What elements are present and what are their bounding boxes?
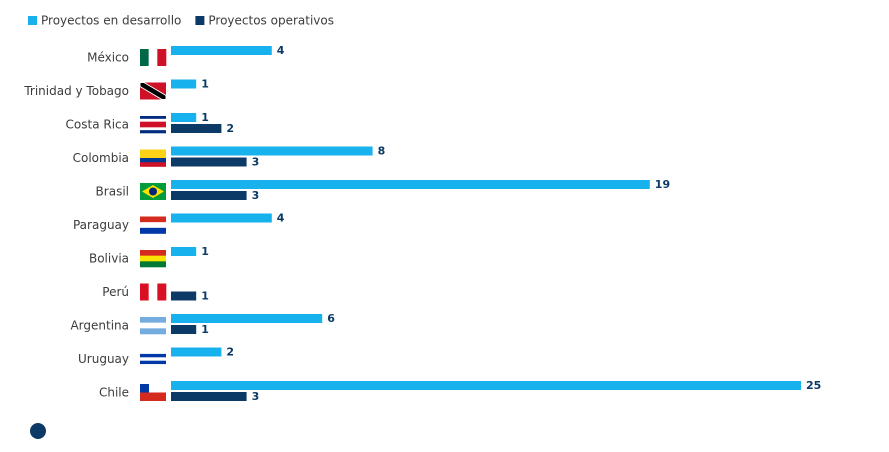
flag-part — [157, 49, 167, 66]
flag-part — [140, 360, 166, 365]
flag-part — [140, 353, 166, 358]
flag-part — [140, 121, 166, 125]
bar — [171, 381, 801, 390]
flag-part — [140, 357, 166, 361]
flag-part — [140, 127, 166, 131]
value-label: 1 — [201, 78, 209, 91]
flag-part — [140, 153, 166, 159]
category-label: México — [87, 51, 129, 65]
bar — [171, 314, 323, 323]
category-label: Colombia — [73, 151, 129, 165]
category-label: Perú — [102, 285, 129, 299]
bar — [171, 213, 272, 223]
value-label: 1 — [201, 245, 209, 258]
value-label: 3 — [252, 156, 260, 169]
bar — [171, 157, 247, 167]
bar — [171, 146, 373, 156]
value-label: 1 — [201, 111, 209, 124]
bar — [171, 180, 650, 189]
bar — [171, 347, 222, 357]
bar — [171, 325, 197, 334]
value-label: 2 — [226, 122, 234, 135]
flag-part — [140, 250, 166, 256]
bar — [171, 124, 222, 133]
category-label: Chile — [99, 386, 129, 400]
flag-part — [140, 222, 166, 229]
flag-part — [140, 216, 166, 223]
flag-part — [140, 392, 166, 401]
flag-part — [140, 350, 166, 355]
flag-part — [140, 384, 166, 393]
flag-part — [140, 364, 166, 368]
flag-part — [140, 158, 166, 163]
flag-part — [140, 130, 166, 134]
flag-part — [140, 328, 166, 335]
value-label: 3 — [252, 189, 260, 202]
flag-part — [140, 283, 149, 301]
flag-part — [149, 187, 157, 196]
flag-part — [140, 118, 166, 122]
value-label: 3 — [252, 390, 260, 403]
bar — [171, 191, 247, 200]
flag-part — [157, 283, 167, 301]
flag-part — [139, 82, 167, 100]
value-label: 8 — [378, 145, 386, 158]
value-label: 6 — [327, 312, 335, 325]
bar — [171, 392, 247, 401]
legend-swatch — [28, 16, 37, 25]
flag-part — [140, 116, 166, 120]
flag-part — [140, 149, 166, 155]
value-label: 25 — [806, 379, 821, 392]
bar — [171, 79, 197, 89]
flag-part — [140, 322, 166, 329]
flag-part — [140, 384, 149, 393]
bar — [171, 247, 197, 256]
legend-label: Proyectos en desarrollo — [41, 14, 181, 28]
category-label: Trinidad y Tobago — [23, 84, 129, 98]
legend-label: Proyectos operativos — [208, 14, 334, 28]
bar — [171, 113, 197, 122]
value-label: 4 — [277, 44, 285, 57]
category-label: Brasil — [96, 185, 129, 199]
flag-part — [140, 124, 166, 128]
flag-part — [140, 255, 166, 262]
category-label: Uruguay — [78, 352, 129, 366]
flag-part — [148, 283, 158, 301]
category-label: Argentina — [70, 319, 129, 333]
value-label: 1 — [201, 323, 209, 336]
flag-part — [140, 261, 166, 268]
flag-part — [140, 162, 166, 167]
value-label: 19 — [655, 178, 670, 191]
value-label: 4 — [277, 212, 285, 225]
legend-swatch — [195, 16, 205, 25]
value-label: 1 — [201, 290, 209, 303]
bar — [171, 291, 197, 301]
category-label: Paraguay — [73, 218, 129, 232]
bar — [171, 46, 272, 55]
logo — [30, 423, 46, 439]
flag-part — [140, 317, 166, 323]
flag-part — [148, 49, 158, 66]
category-label: Bolivia — [89, 252, 129, 266]
flag-part — [140, 227, 166, 234]
flag-part — [140, 49, 149, 66]
logo-circle — [30, 423, 46, 439]
value-label: 2 — [226, 346, 234, 359]
category-label: Costa Rica — [66, 118, 129, 132]
